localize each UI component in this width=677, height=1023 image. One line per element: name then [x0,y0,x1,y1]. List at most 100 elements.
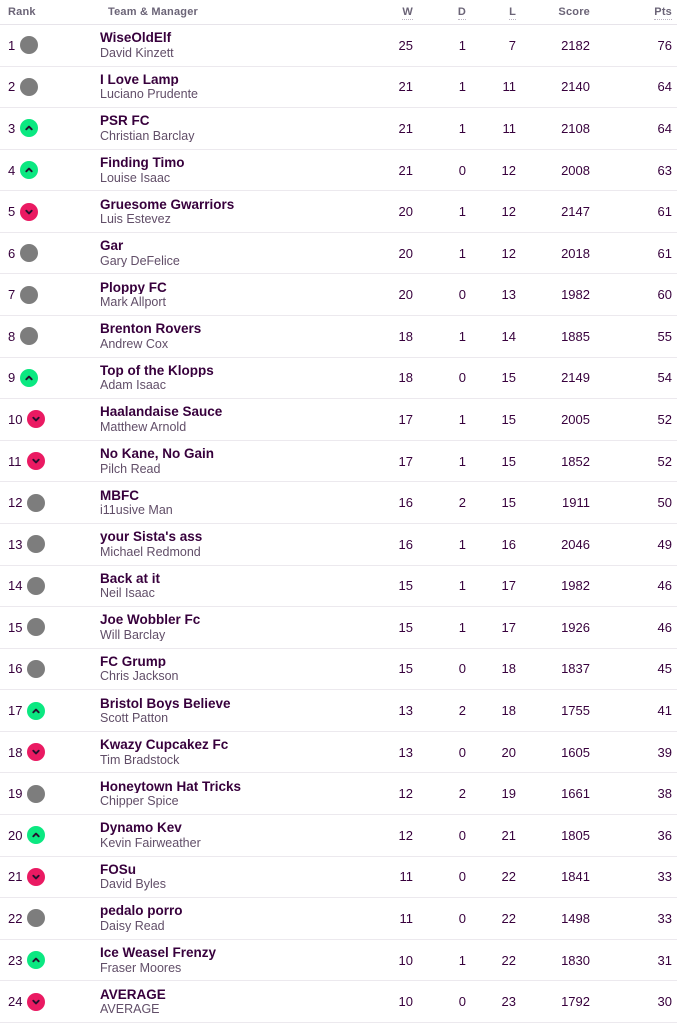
team-cell[interactable]: WiseOldElf David Kinzett [100,31,361,59]
table-row[interactable]: 5 Gruesome Gwarriors Luis Estevez 20 1 1… [0,191,677,233]
team-cell[interactable]: Back at it Neil Isaac [100,572,361,600]
rank-up-icon [27,701,46,720]
rank-number: 24 [8,994,23,1010]
table-row[interactable]: 18 Kwazy Cupcakez Fc Tim Bradstock 13 0 … [0,732,677,774]
draws-value: 1 [458,204,466,220]
table-row[interactable]: 16 FC Grump Chris Jackson 15 0 18 1837 4… [0,649,677,691]
table-row[interactable]: 1 WiseOldElf David Kinzett 25 1 7 2182 7… [0,25,677,67]
draws-value: 0 [458,827,466,843]
team-cell[interactable]: Kwazy Cupcakez Fc Tim Bradstock [100,738,361,766]
team-cell[interactable]: Haalandaise Sauce Matthew Arnold [100,405,361,433]
manager-name: Andrew Cox [100,337,169,351]
column-header-losses[interactable]: L [509,6,516,20]
table-row[interactable]: 22 pedalo porro Daisy Read 11 0 22 1498 … [0,898,677,940]
team-name[interactable]: AVERAGE [100,987,166,1002]
team-cell[interactable]: Dynamo Kev Kevin Fairweather [100,821,361,849]
table-row[interactable]: 15 Joe Wobbler Fc Will Barclay 15 1 17 1… [0,607,677,649]
team-cell[interactable]: Bristol Boys Believe Scott Patton [100,697,361,725]
team-name[interactable]: WiseOldElf [100,31,172,45]
wins-value: 18 [398,328,413,344]
table-row[interactable]: 7 Ploppy FC Mark Allport 20 0 13 1982 60 [0,274,677,317]
table-row[interactable]: 12 MBFC i11usive Man 16 2 15 1911 50 [0,482,677,524]
team-name[interactable]: Brenton Rovers [100,322,202,336]
team-name[interactable]: MBFC [100,488,139,503]
team-name[interactable]: Haalandaise Sauce [100,405,223,419]
column-header-draws[interactable]: D [457,6,466,20]
points-value: 54 [657,370,672,386]
table-row[interactable]: 21 FOSu David Byles 11 0 22 1841 33 [0,857,677,899]
rank-number: 23 [8,952,23,968]
team-name[interactable]: Top of the Klopps [100,363,214,378]
team-name[interactable]: Kwazy Cupcakez Fc [100,738,229,752]
points-value: 64 [657,79,672,95]
rank-cell: 22 [0,909,100,928]
score-value: 1498 [561,910,590,926]
team-name[interactable]: Ice Weasel Frenzy [100,946,217,960]
team-cell[interactable]: Gruesome Gwarriors Luis Estevez [100,198,361,226]
team-name[interactable]: Honeytown Hat Tricks [100,779,242,794]
team-cell[interactable]: MBFC i11usive Man [100,489,361,517]
team-name[interactable]: pedalo porro [100,904,183,918]
team-name[interactable]: Gar [100,239,124,253]
team-name[interactable]: Ploppy FC [100,280,167,295]
team-cell[interactable]: AVERAGE AVERAGE [100,988,361,1016]
table-row[interactable]: 23 Ice Weasel Frenzy Fraser Moores 10 1 … [0,940,677,982]
table-row[interactable]: 8 Brenton Rovers Andrew Cox 18 1 14 1885… [0,316,677,358]
team-cell[interactable]: your Sista's ass Michael Redmond [100,530,361,558]
table-row[interactable]: 2 I Love Lamp Luciano Prudente 21 1 11 2… [0,67,677,109]
team-cell[interactable]: Brenton Rovers Andrew Cox [100,322,361,350]
team-name[interactable]: I Love Lamp [100,72,179,87]
table-row[interactable]: 20 Dynamo Kev Kevin Fairweather 12 0 21 … [0,815,677,857]
team-name[interactable]: PSR FC [100,114,150,128]
table-row[interactable]: 13 your Sista's ass Michael Redmond 16 1… [0,524,677,566]
score-value: 1982 [561,578,590,594]
table-row[interactable]: 4 Finding Timo Louise Isaac 21 0 12 2008… [0,150,677,192]
team-cell[interactable]: FC Grump Chris Jackson [100,655,361,683]
team-cell[interactable]: PSR FC Christian Barclay [100,114,361,142]
draws-value: 1 [458,952,466,968]
table-row[interactable]: 3 PSR FC Christian Barclay 21 1 11 2108 … [0,108,677,150]
column-header-points[interactable]: Pts [654,6,672,20]
column-header-wins[interactable]: W [402,6,413,20]
team-cell[interactable]: Ice Weasel Frenzy Fraser Moores [100,946,361,974]
team-name[interactable]: Dynamo Kev [100,821,182,835]
table-row[interactable]: 24 AVERAGE AVERAGE 10 0 23 1792 30 [0,981,677,1023]
team-cell[interactable]: Finding Timo Louise Isaac [100,156,361,184]
team-name[interactable]: Bristol Boys Believe [100,696,231,711]
team-cell[interactable]: Top of the Klopps Adam Isaac [100,364,361,392]
team-cell[interactable]: Joe Wobbler Fc Will Barclay [100,613,361,641]
team-cell[interactable]: FOSu David Byles [100,863,361,891]
rank-number: 21 [8,869,23,885]
team-name[interactable]: Joe Wobbler Fc [100,613,201,627]
table-row[interactable]: 11 No Kane, No Gain Pilch Read 17 1 15 1… [0,441,677,483]
draws-value: 0 [458,370,466,386]
table-row[interactable]: 19 Honeytown Hat Tricks Chipper Spice 12… [0,773,677,815]
rank-number: 2 [8,79,16,95]
team-name[interactable]: Finding Timo [100,156,185,170]
draws-value: 1 [458,328,466,344]
team-cell[interactable]: No Kane, No Gain Pilch Read [100,447,361,475]
wins-value: 13 [398,703,413,719]
table-row[interactable]: 6 Gar Gary DeFelice 20 1 12 2018 61 [0,233,677,275]
rank-same-icon [20,77,39,96]
team-name[interactable]: your Sista's ass [100,530,203,544]
table-row[interactable]: 10 Haalandaise Sauce Matthew Arnold 17 1… [0,399,677,441]
rank-number: 16 [8,661,23,677]
table-row[interactable]: 17 Bristol Boys Believe Scott Patton 13 … [0,690,677,732]
team-name[interactable]: Back at it [100,571,161,586]
team-name[interactable]: FOSu [100,862,136,877]
wins-value: 16 [398,536,413,552]
team-name[interactable]: No Kane, No Gain [100,447,215,461]
team-cell[interactable]: Honeytown Hat Tricks Chipper Spice [100,780,361,808]
score-value: 2149 [561,370,590,386]
team-cell[interactable]: I Love Lamp Luciano Prudente [100,73,361,101]
wins-value: 15 [398,661,413,677]
rank-same-icon [20,36,39,55]
team-cell[interactable]: Gar Gary DeFelice [100,239,361,267]
team-cell[interactable]: Ploppy FC Mark Allport [100,281,361,309]
team-cell[interactable]: pedalo porro Daisy Read [100,904,361,932]
table-row[interactable]: 14 Back at it Neil Isaac 15 1 17 1982 46 [0,566,677,608]
table-row[interactable]: 9 Top of the Klopps Adam Isaac 18 0 15 2… [0,358,677,400]
team-name[interactable]: Gruesome Gwarriors [100,197,235,212]
team-name[interactable]: FC Grump [100,654,166,669]
